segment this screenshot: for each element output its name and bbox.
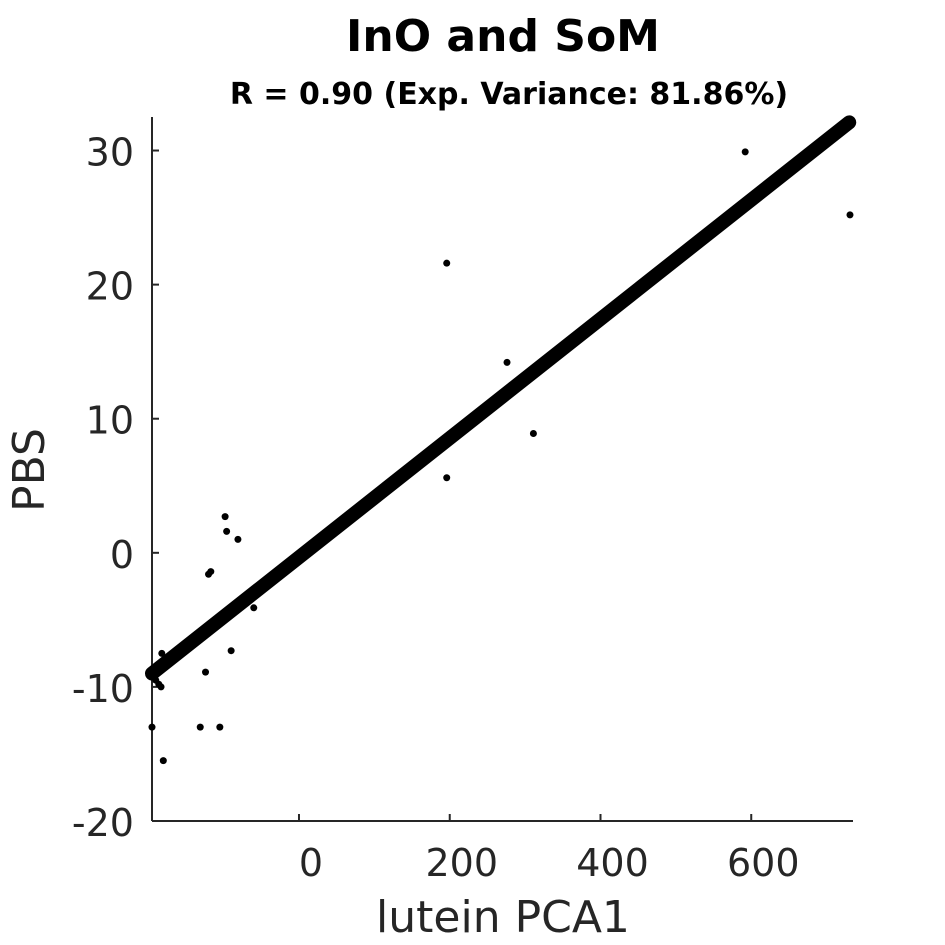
x-tick-label: 600	[727, 841, 800, 885]
data-points	[148, 148, 854, 765]
data-point	[846, 211, 854, 219]
x-tick-label: 0	[299, 841, 323, 885]
y-tick-label: 30	[86, 131, 134, 175]
data-point	[741, 148, 749, 156]
y-tick-label: 20	[86, 265, 134, 309]
data-point	[443, 474, 451, 482]
y-tick-label: -10	[72, 667, 134, 711]
data-point	[196, 723, 204, 731]
x-ticks: 0 200 400 600	[297, 814, 800, 885]
data-point	[202, 668, 210, 676]
chart-subtitle: R = 0.90 (Exp. Variance: 81.86%)	[230, 77, 788, 112]
y-axis-label: PBS	[4, 428, 55, 512]
y-ticks: -20 -10 0 10 20 30	[72, 131, 159, 845]
y-tick-label: 10	[86, 399, 134, 443]
data-point	[250, 604, 258, 612]
data-point	[227, 647, 235, 655]
x-axis-label: lutein PCA1	[376, 892, 630, 943]
y-tick-label: 0	[110, 533, 134, 577]
y-tick-label: -20	[72, 801, 134, 845]
chart-title: InO and SoM	[346, 11, 660, 62]
data-point	[216, 723, 224, 731]
x-tick-label: 200	[425, 841, 498, 885]
data-point	[503, 358, 511, 366]
fit-line-group	[145, 115, 857, 681]
data-point	[221, 513, 229, 521]
data-point	[529, 429, 537, 437]
x-tick-label: 400	[576, 841, 649, 885]
data-point	[443, 259, 451, 267]
data-point	[223, 527, 231, 535]
data-point	[158, 649, 166, 657]
data-point	[234, 535, 242, 543]
data-point	[157, 683, 165, 691]
data-point	[159, 757, 167, 765]
fit-line	[145, 115, 857, 681]
data-point	[148, 723, 156, 731]
data-point	[207, 568, 215, 576]
